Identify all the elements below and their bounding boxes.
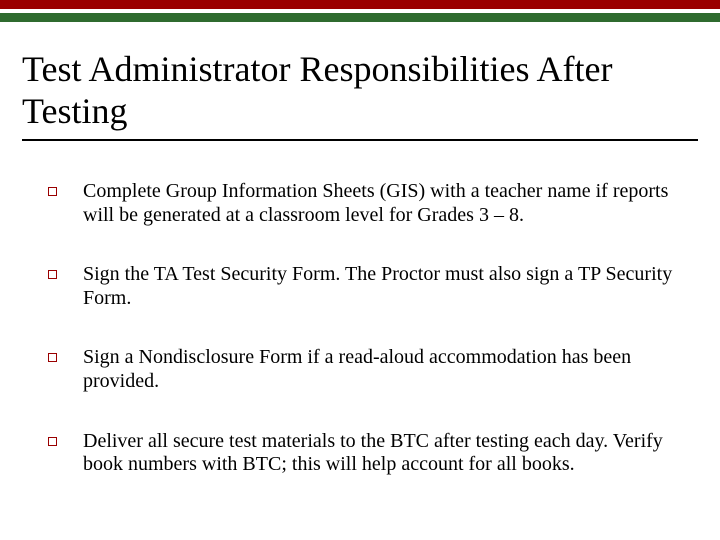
title-underline [22,139,698,141]
title-block: Test Administrator Responsibilities Afte… [22,48,698,141]
bullet-text: Complete Group Information Sheets (GIS) … [83,180,684,227]
accent-bar-top [0,0,720,9]
list-item: Deliver all secure test materials to the… [48,430,684,477]
top-accent-bars [0,0,720,22]
list-item: Complete Group Information Sheets (GIS) … [48,180,684,227]
bullet-icon [48,270,57,279]
bullet-text: Sign a Nondisclosure Form if a read-alou… [83,346,684,393]
list-item: Sign a Nondisclosure Form if a read-alou… [48,346,684,393]
bullet-icon [48,353,57,362]
accent-bar-bottom [0,13,720,22]
list-item: Sign the TA Test Security Form. The Proc… [48,263,684,310]
bullet-icon [48,437,57,446]
bullet-text: Sign the TA Test Security Form. The Proc… [83,263,684,310]
slide-title: Test Administrator Responsibilities Afte… [22,48,698,133]
bullet-icon [48,187,57,196]
slide: Test Administrator Responsibilities Afte… [0,0,720,540]
bullet-list: Complete Group Information Sheets (GIS) … [48,180,684,513]
bullet-text: Deliver all secure test materials to the… [83,430,684,477]
